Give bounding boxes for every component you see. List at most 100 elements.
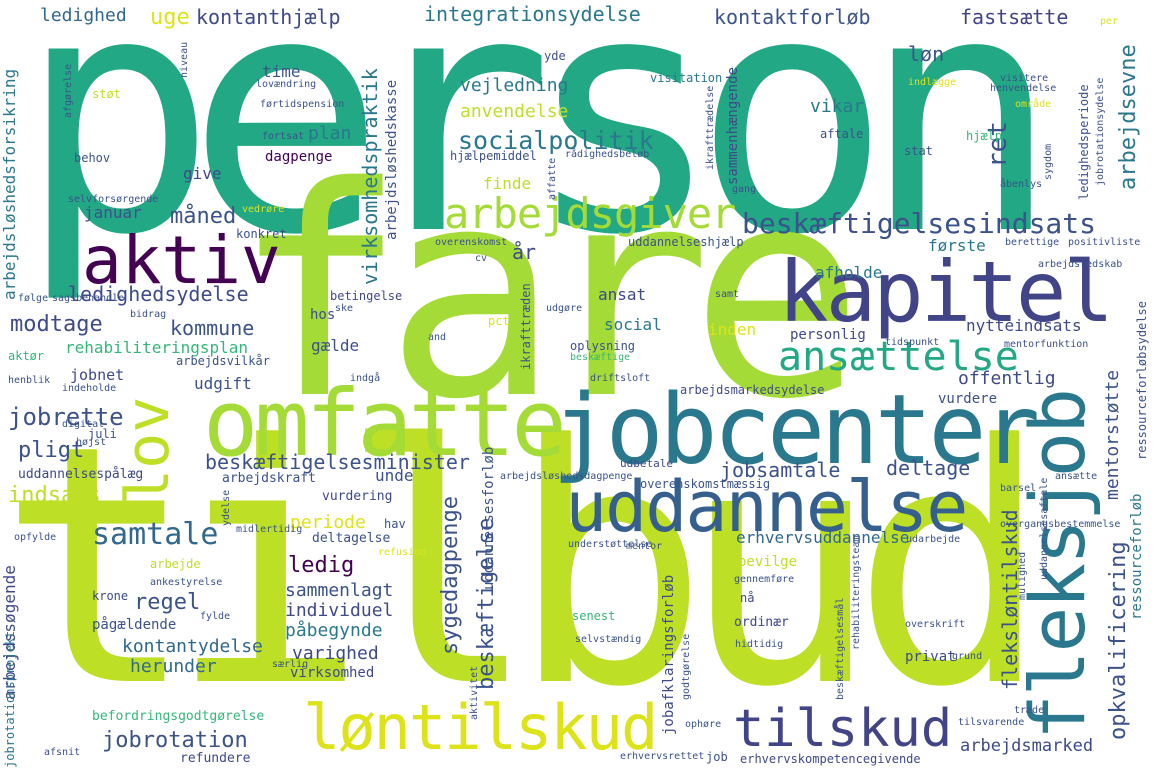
word-rehabiliteringsplan: rehabiliteringsplan [65,338,249,357]
word-uddannelseshjaelp: uddannelseshjælp [628,235,744,249]
word-aabenlys: åbenlys [1000,179,1043,190]
word-maaned: måned [170,204,237,229]
word-hjaelp: hjælp [966,129,1003,143]
word-afsnit: afsnit [44,747,81,758]
word-ordinaer: ordinær [734,615,789,630]
word-ansaettelse: ansættelse [778,334,1019,380]
word-juli: juli [88,427,117,441]
word-finde: finde [483,174,532,193]
word-betingelse: betingelse [330,289,403,303]
word-sygedagpenge: sygedagpenge [438,496,463,655]
word-mentorfunktion: mentorfunktion [1004,339,1089,350]
word-overenskomst: overenskomst [435,237,508,248]
word-foelge: følge [18,293,49,304]
word-individuel: individuel [285,600,394,621]
word-sammenhaengende: sammenhængende [725,66,741,185]
word-trade: træde [1014,705,1045,716]
word-privat: privat [905,649,956,665]
word-jobnet: jobnet [70,366,125,384]
word-rehabiliteringsteam: rehabiliteringsteam [851,535,862,650]
word-ydelse: ydelse [221,489,232,526]
word-loen: løn [908,42,945,66]
word-uddannelsesforloeb: uddannelsesforløb [481,446,497,590]
word-niveau: niveau [179,41,190,78]
word-arbejdsvilkaar: arbejdsvilkår [176,354,270,368]
word-periode: periode [290,512,366,533]
word-overskrift: overskrift [905,619,966,630]
word-tilsvarende: tilsvarende [958,717,1025,728]
word-modtage: modtage [10,312,103,337]
word-krone: krone [92,589,129,603]
word-unde: unde [375,466,414,485]
word-inden: inden [708,320,757,339]
word-job: job [706,750,728,764]
word-udgift: udgift [194,374,252,393]
word-udbetale: udbetale [620,457,673,470]
word-fertidspension: førtidspension [260,99,345,110]
word-kontantydelse: kontantydelse [122,636,263,657]
word-ledig: ledig [288,553,355,578]
word-uge: uge [150,5,190,30]
word-sygdom: sygdom [1043,143,1054,180]
word-arbejdsgiver: arbejdsgiver [444,189,736,238]
word-affatte: affatte [547,157,558,200]
word-udarbejde: udarbejde [906,534,961,545]
word-arbejde: arbejde [150,557,201,571]
word-ressourceforloeb: ressourceforløb [1129,493,1145,620]
word-henvendelse: henvendelse [990,83,1057,94]
word-jobafklaringsforloeb: jobafklaringsforløb [661,574,677,735]
word-erhvervsuddannelse: erhvervsuddannelse [736,528,910,547]
word-time: time [262,62,301,81]
word-integrationsydelse: integrationsydelse [424,2,641,26]
word-varighed: varighed [292,643,379,664]
word-arbejdsmarked: arbejdsmarked [960,736,1094,756]
word-refusion: refusion [378,547,427,558]
word-ledighedsydelse: ledighedsydelse [68,282,249,306]
word-vedroere: vedrøre [242,204,285,215]
word-berettige: berettige [1005,237,1060,248]
word-barsel: barsel [1000,483,1037,494]
word-uddannelse: uddannelse [565,466,968,548]
word-deltage: deltage [886,456,971,480]
word-fortsat: fortsat [262,131,305,142]
word-ansaette: ansætte [1055,471,1098,482]
word-omraade: område [1015,99,1052,110]
word-positivliste: positivliste [1068,237,1141,248]
word-arbejdsmarkedsydelse: arbejdsmarkedsydelse [680,383,825,397]
word-afholde: afholde [815,263,883,282]
word-udgoere: udgøre [546,303,583,314]
word-hos: hos [310,307,336,323]
word-arbejdsloeshedsforsikring: arbejdsløshedsforsikring [0,68,19,300]
word-vejledning: vejledning [460,75,569,96]
word-godtgoerelse: godtgørelse [681,633,692,700]
word-kontanthjaelp: kontanthjælp [196,5,341,29]
word-uddannelsespaalaeg: uddannelsespålæg [18,467,144,482]
word-paagaeldende: pågældende [92,617,177,633]
word-lov: lov [113,396,183,505]
word-ledighed: ledighed [40,5,127,26]
word-tilbud: tilbud [0,375,1050,759]
word-lovaendring: lovændring [256,79,317,90]
word-raadighedsbeloeb: rådighedsbeløb [565,149,650,160]
word-mulighed: mulighed [1017,551,1028,600]
word-jobrotation: jobrotation [102,728,248,753]
word-arbejdsredskab: arbejdsredskab [1038,259,1123,270]
word-fleksjob: fleksjob [1013,389,1102,740]
word-visitation: visitation [650,71,723,85]
word-arbejdskraft: arbejdskraft [222,471,316,486]
word-jobrette: jobrette [8,403,124,431]
word-saerlig: særlig [272,659,309,670]
word-samtale: samtale [92,517,219,552]
word-tidspunkt: tidspunkt [885,337,940,348]
word-aktiv: aktiv [82,222,281,299]
word-ophoere: ophøre [685,719,722,730]
word-loentilskud: løntilskud [303,691,658,764]
word-jobsamtale: jobsamtale [720,458,841,482]
word-vikar: vikar [810,96,865,117]
word-ressourceforloebsydelse: ressourceforløbsydelse [1135,301,1149,460]
word-ankestyrelse: ankestyrelse [150,577,223,588]
word-indeholde: indeholde [62,383,117,394]
word-opfylde: opfylde [14,532,57,543]
word-regel: regel [134,590,201,615]
